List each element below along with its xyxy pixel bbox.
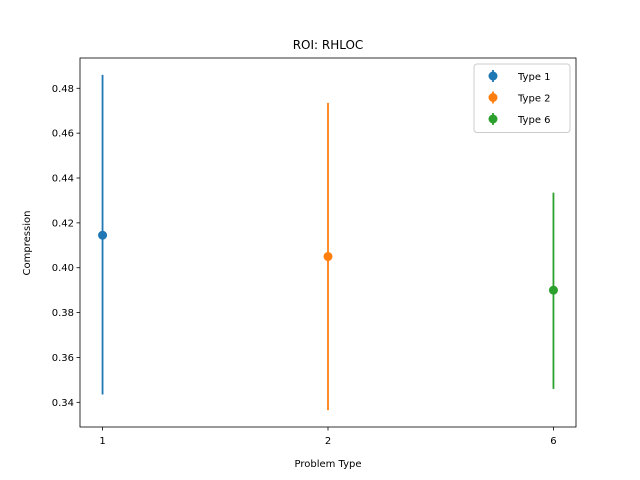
y-tick-label: 0.40 <box>52 263 74 274</box>
legend: Type 1 Type 2 Type 6 <box>473 63 571 133</box>
y-axis: 0.34 0.36 0.38 0.40 0.42 0.44 0.46 0.48 <box>52 84 80 409</box>
x-tick-label: 2 <box>325 436 331 447</box>
y-tick-label: 0.36 <box>52 353 74 364</box>
legend-marker <box>488 93 498 102</box>
x-axis: 1 2 6 <box>99 427 557 447</box>
y-tick-label: 0.34 <box>52 398 74 409</box>
legend-frame <box>473 63 571 133</box>
y-axis-title: Compression <box>22 211 33 276</box>
x-tick-label: 1 <box>99 436 105 447</box>
data-point <box>323 252 333 262</box>
y-tick-label: 0.48 <box>52 84 74 95</box>
legend-marker <box>488 114 498 124</box>
chart-title: ROI: RHLOC <box>293 38 364 52</box>
data-point <box>548 285 558 295</box>
legend-label: Type 6 <box>517 115 551 126</box>
data-point <box>98 230 108 240</box>
x-tick-label: 6 <box>550 436 556 447</box>
y-tick-label: 0.42 <box>52 218 74 229</box>
legend-label: Type 2 <box>517 94 551 105</box>
x-axis-title: Problem Type <box>294 459 361 470</box>
legend-label: Type 1 <box>517 72 551 83</box>
error-bar-marks <box>98 74 558 411</box>
legend-marker <box>488 71 498 81</box>
y-tick-label: 0.38 <box>52 308 74 319</box>
y-tick-label: 0.46 <box>52 129 74 140</box>
y-tick-label: 0.44 <box>52 174 74 185</box>
